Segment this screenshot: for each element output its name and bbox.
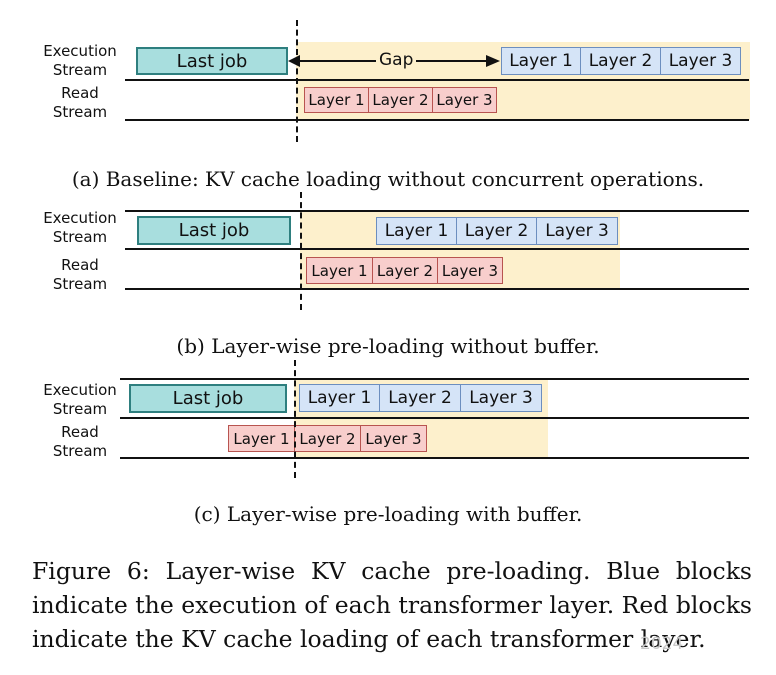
panel-c-subcaption: (c) Layer-wise pre-loading with buffer. [193,502,583,526]
panel-a-execution-label: Execution Stream [43,42,117,79]
panel-c-read-line [120,457,749,459]
panel-a-exec-layer-2: Layer 2 [580,47,661,75]
panel-a-exec-layer-3: Layer 3 [660,47,741,75]
panel-b-execution-label: Execution Stream [43,209,117,246]
panel-c-read-label: Read Stream [52,423,108,460]
panel-c-exec-layer-1: Layer 1 [299,384,380,412]
panel-a-exec-line [125,79,749,81]
panel-b-exec-layer-1: Layer 1 [376,217,457,245]
figure-caption: Figure 6: Layer-wise KV cache pre-loadin… [32,557,752,653]
panel-b-dashed-divider [300,192,302,310]
panel-b-read-label: Read Stream [52,256,108,293]
watermark: 2024 [640,634,684,654]
panel-a-exec-layer-1: Layer 1 [501,47,581,75]
panel-a-read-layer-1: Layer 1 [304,87,369,113]
panel-c-exec-line [120,417,749,419]
panel-b-read-layer-3: Layer 3 [437,257,503,284]
panel-b-read-layer-1: Layer 1 [306,257,373,284]
panel-c-read-layer-3: Layer 3 [360,425,427,452]
panel-a-read-line [125,119,749,121]
panel-c-exec-layer-2: Layer 2 [379,384,461,412]
panel-b-exec-line [125,248,749,250]
panel-b-exec-layer-3: Layer 3 [536,217,618,245]
panel-c-dashed-divider [294,360,296,478]
panel-a-subcaption: (a) Baseline: KV cache loading without c… [71,167,705,191]
panel-b-read-line [125,288,749,290]
panel-a-dashed-divider [296,20,298,142]
panel-a-gap-label: Gap [376,50,417,70]
panel-b-last-job-block: Last job [137,216,291,245]
panel-a-read-layer-3: Layer 3 [432,87,497,113]
panel-c-exec-top-line [120,378,749,380]
panel-a-last-job-block: Last job [136,47,288,75]
panel-c-last-job-block: Last job [129,384,287,413]
panel-c-read-layer-2: Layer 2 [294,425,361,452]
panel-b-subcaption: (b) Layer-wise pre-loading without buffe… [176,334,600,358]
panel-a-read-label: Read Stream [52,84,108,121]
panel-b-exec-top-line [125,210,749,212]
panel-a-read-layer-2: Layer 2 [368,87,433,113]
panel-c-read-layer-1: Layer 1 [228,425,295,452]
panel-b-read-layer-2: Layer 2 [372,257,438,284]
panel-c-exec-layer-3: Layer 3 [460,384,542,412]
panel-b-exec-layer-2: Layer 2 [456,217,537,245]
panel-c-execution-label: Execution Stream [43,381,117,418]
